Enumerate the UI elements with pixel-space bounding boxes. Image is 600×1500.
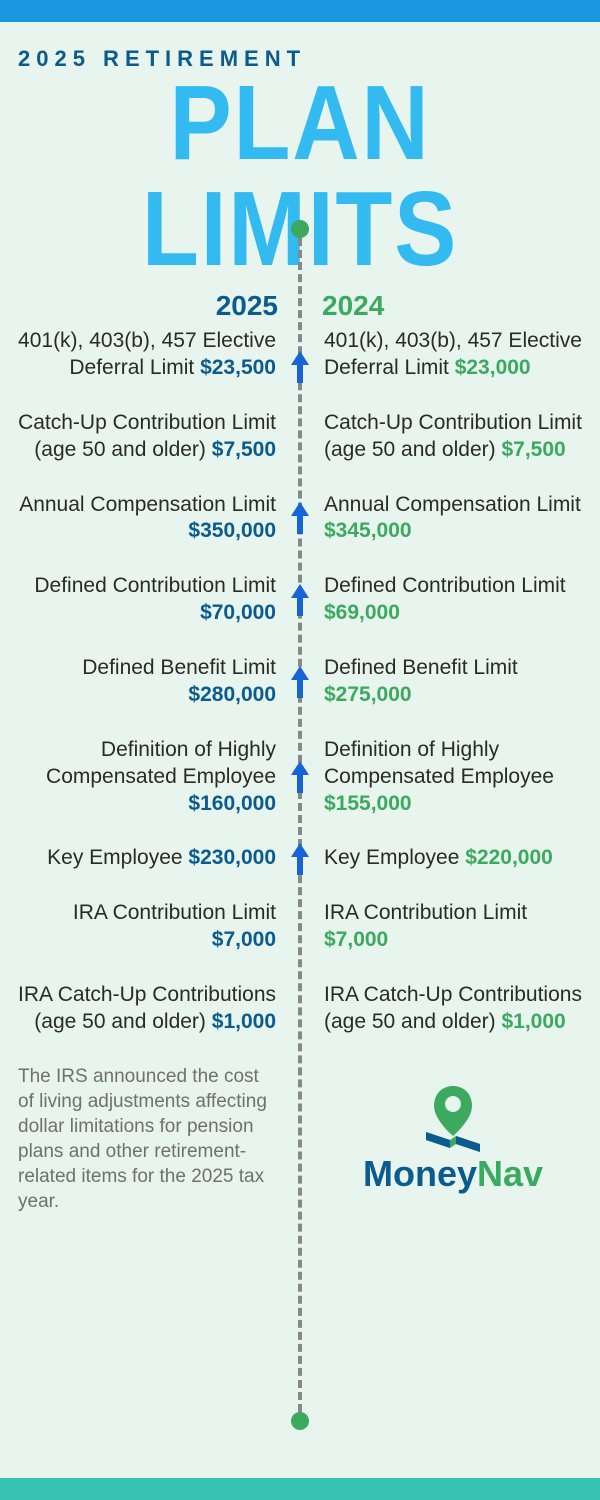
logo-text-money: Money xyxy=(363,1153,477,1194)
cell-2025: Defined Contribution Limit $70,000 xyxy=(18,573,300,627)
up-arrow-icon xyxy=(290,664,310,700)
limit-label: Defined Benefit Limit xyxy=(324,656,518,679)
cell-2025: 401(k), 403(b), 457 Elective Deferral Li… xyxy=(18,328,300,382)
limit-label: IRA Contribution Limit xyxy=(73,901,276,924)
limit-label: Annual Compensation Limit xyxy=(19,493,276,516)
cell-2025: IRA Contribution Limit $7,000 xyxy=(18,900,300,954)
timeline-dot-top xyxy=(291,220,309,238)
cell-2025: Definition of Highly Compensated Employe… xyxy=(18,737,300,818)
limit-label: IRA Contribution Limit xyxy=(324,901,527,924)
limit-amount-2024: $23,000 xyxy=(455,356,531,379)
limit-label: Definition of Highly Compensated Employe… xyxy=(46,738,276,788)
cell-2024: Defined Contribution Limit $69,000 xyxy=(300,573,582,627)
limit-label: Defined Contribution Limit xyxy=(324,574,566,597)
cell-2025: Catch-Up Contribution Limit (age 50 and … xyxy=(18,410,300,464)
up-arrow-icon xyxy=(290,841,310,877)
logo-text-nav: Nav xyxy=(477,1153,543,1194)
up-arrow-icon xyxy=(290,759,310,795)
up-arrow-icon xyxy=(290,500,310,536)
limit-label: 401(k), 403(b), 457 Elective Deferral Li… xyxy=(324,329,582,379)
comparison-row: Key Employee $230,000Key Employee $220,0… xyxy=(18,845,582,872)
cell-2024: 401(k), 403(b), 457 Elective Deferral Li… xyxy=(300,328,582,382)
limit-amount-2025: $160,000 xyxy=(188,792,276,815)
year-headers: 2025 2024 xyxy=(18,290,582,322)
up-arrow-icon xyxy=(290,582,310,618)
cell-2024: Key Employee $220,000 xyxy=(300,845,582,872)
bottom-bar xyxy=(0,1478,600,1500)
limit-label: Defined Contribution Limit xyxy=(34,574,276,597)
limit-amount-2025: $1,000 xyxy=(212,1010,276,1033)
top-bar xyxy=(0,0,600,22)
year-2025: 2025 xyxy=(18,290,300,322)
cell-2024: Catch-Up Contribution Limit (age 50 and … xyxy=(300,410,582,464)
limit-amount-2024: $345,000 xyxy=(324,519,412,542)
limit-amount-2024: $1,000 xyxy=(501,1010,565,1033)
comparison-row: Catch-Up Contribution Limit (age 50 and … xyxy=(18,410,582,464)
logo-area: MoneyNav xyxy=(300,1064,582,1214)
timeline-dot-bottom xyxy=(291,1412,309,1430)
limit-amount-2025: $7,000 xyxy=(212,928,276,951)
limit-amount-2025: $23,500 xyxy=(200,356,276,379)
logo-text: MoneyNav xyxy=(363,1153,543,1195)
cell-2024: IRA Contribution Limit $7,000 xyxy=(300,900,582,954)
limit-amount-2024: $220,000 xyxy=(465,846,553,869)
comparison-row: Definition of Highly Compensated Employe… xyxy=(18,737,582,818)
limit-label: Key Employee xyxy=(47,846,188,869)
comparison-row: Defined Contribution Limit $70,000Define… xyxy=(18,573,582,627)
footer: The IRS announced the cost of living adj… xyxy=(18,1064,582,1214)
year-2024: 2024 xyxy=(300,290,582,322)
footer-note: The IRS announced the cost of living adj… xyxy=(18,1064,300,1214)
cell-2024: Definition of Highly Compensated Employe… xyxy=(300,737,582,818)
moneynav-logo: MoneyNav xyxy=(363,1082,543,1195)
cell-2024: IRA Catch-Up Contributions (age 50 and o… xyxy=(300,982,582,1036)
logo-pin-icon xyxy=(408,1082,498,1152)
cell-2025: Annual Compensation Limit $350,000 xyxy=(18,492,300,546)
limit-amount-2025: $280,000 xyxy=(188,683,276,706)
limit-amount-2024: $7,500 xyxy=(501,438,565,461)
cell-2025: IRA Catch-Up Contributions (age 50 and o… xyxy=(18,982,300,1036)
comparison-row: 401(k), 403(b), 457 Elective Deferral Li… xyxy=(18,328,582,382)
limit-amount-2024: $7,000 xyxy=(324,928,388,951)
up-arrow-icon xyxy=(290,349,310,385)
limit-label: Key Employee xyxy=(324,846,465,869)
comparison-row: Defined Benefit Limit $280,000Defined Be… xyxy=(18,655,582,709)
cell-2025: Key Employee $230,000 xyxy=(18,845,300,872)
content-area: 2025 RETIREMENT PLAN LIMITS 2025 2024 40… xyxy=(0,22,600,1478)
limit-label: Definition of Highly Compensated Employe… xyxy=(324,738,554,788)
limit-amount-2024: $69,000 xyxy=(324,601,400,624)
limit-amount-2024: $275,000 xyxy=(324,683,412,706)
cell-2024: Annual Compensation Limit $345,000 xyxy=(300,492,582,546)
limit-amount-2025: $230,000 xyxy=(188,846,276,869)
limit-amount-2025: $7,500 xyxy=(212,438,276,461)
comparison-row: IRA Contribution Limit $7,000IRA Contrib… xyxy=(18,900,582,954)
comparison-rows: 401(k), 403(b), 457 Elective Deferral Li… xyxy=(18,328,582,1036)
limit-amount-2025: $70,000 xyxy=(200,601,276,624)
comparison-row: IRA Catch-Up Contributions (age 50 and o… xyxy=(18,982,582,1036)
cell-2024: Defined Benefit Limit $275,000 xyxy=(300,655,582,709)
limit-label: Annual Compensation Limit xyxy=(324,493,581,516)
comparison-row: Annual Compensation Limit $350,000Annual… xyxy=(18,492,582,546)
cell-2025: Defined Benefit Limit $280,000 xyxy=(18,655,300,709)
limit-amount-2025: $350,000 xyxy=(188,519,276,542)
limit-amount-2024: $155,000 xyxy=(324,792,412,815)
limit-label: Defined Benefit Limit xyxy=(82,656,276,679)
